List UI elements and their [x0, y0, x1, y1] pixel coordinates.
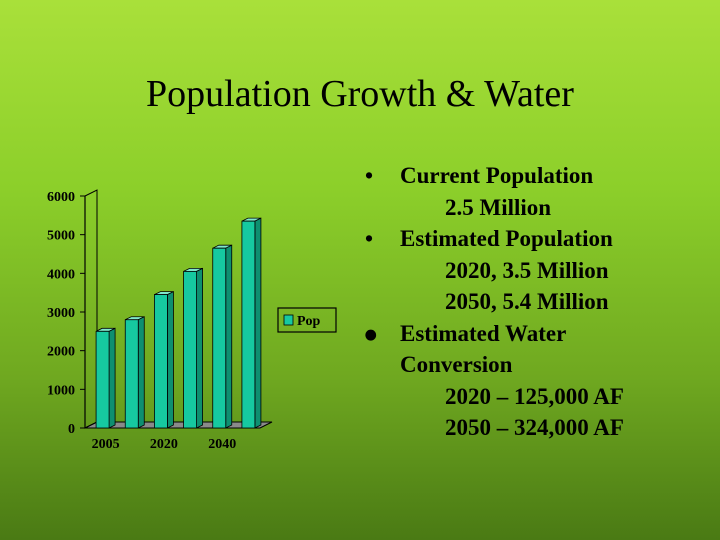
bar-side — [225, 244, 233, 429]
bullet-text: Current Population — [400, 163, 594, 188]
bar — [241, 220, 256, 429]
legend-label: Pop — [297, 314, 321, 329]
bullet-text: Estimated Population — [400, 226, 613, 251]
bar-side — [196, 267, 203, 429]
y-tick-label: 5000 — [47, 229, 75, 244]
x-tick-label: 2020 — [150, 437, 178, 452]
bullet-text: Estimated Water — [400, 320, 567, 346]
legend-box — [277, 307, 337, 333]
bullet-subtext: 2.5 Million — [445, 194, 552, 220]
slide-title: Population Growth & Water — [146, 73, 574, 115]
chart-side-wall — [84, 189, 98, 429]
y-tick-label: 4000 — [47, 267, 75, 282]
bar — [154, 294, 168, 429]
bullet-subtext: 2050, 5.4 Million — [445, 289, 609, 314]
bar — [212, 247, 227, 429]
bullet-marker: ⦁ — [365, 320, 377, 346]
bullet-subtext: 2050 – 324,000 AF — [445, 415, 624, 440]
y-tick-label: 2000 — [47, 345, 75, 360]
bar-side — [108, 327, 116, 429]
bullet-subtext: 2020, 3.5 Million — [445, 257, 609, 283]
legend-swatch — [283, 314, 294, 326]
x-tick-label: 2005 — [92, 437, 120, 452]
y-tick-label: 3000 — [47, 306, 75, 321]
bullet-marker: • — [365, 163, 374, 188]
bar-side — [254, 217, 262, 429]
population-bar-chart: 0 1000 2000 3000 4000 5000 6000 2005 2020 2040 Pop — [47, 189, 337, 452]
bullet-estimated-water: ⦁ Estimated Water Conversion 2020 – 125,… — [365, 318, 715, 444]
bar-side — [167, 290, 174, 429]
bullet-current-population: • Current Population 2.5 Million — [365, 160, 715, 223]
bullet-text: Conversion — [400, 352, 513, 377]
bullet-subtext: 2020 – 125,000 AF — [445, 383, 624, 409]
bar-side — [137, 316, 145, 429]
y-tick-label: 1000 — [47, 383, 75, 398]
y-tick-label: 0 — [68, 422, 75, 437]
bar — [124, 319, 139, 429]
y-tick-label: 6000 — [47, 190, 75, 205]
bar — [95, 330, 110, 429]
bullet-estimated-population: • Estimated Population 2020, 3.5 Million… — [365, 223, 715, 318]
bar — [183, 271, 197, 429]
bullet-marker: • — [365, 226, 374, 251]
bullet-list: • Current Population 2.5 Million • Estim… — [365, 160, 715, 444]
x-tick-label: 2040 — [208, 437, 236, 452]
